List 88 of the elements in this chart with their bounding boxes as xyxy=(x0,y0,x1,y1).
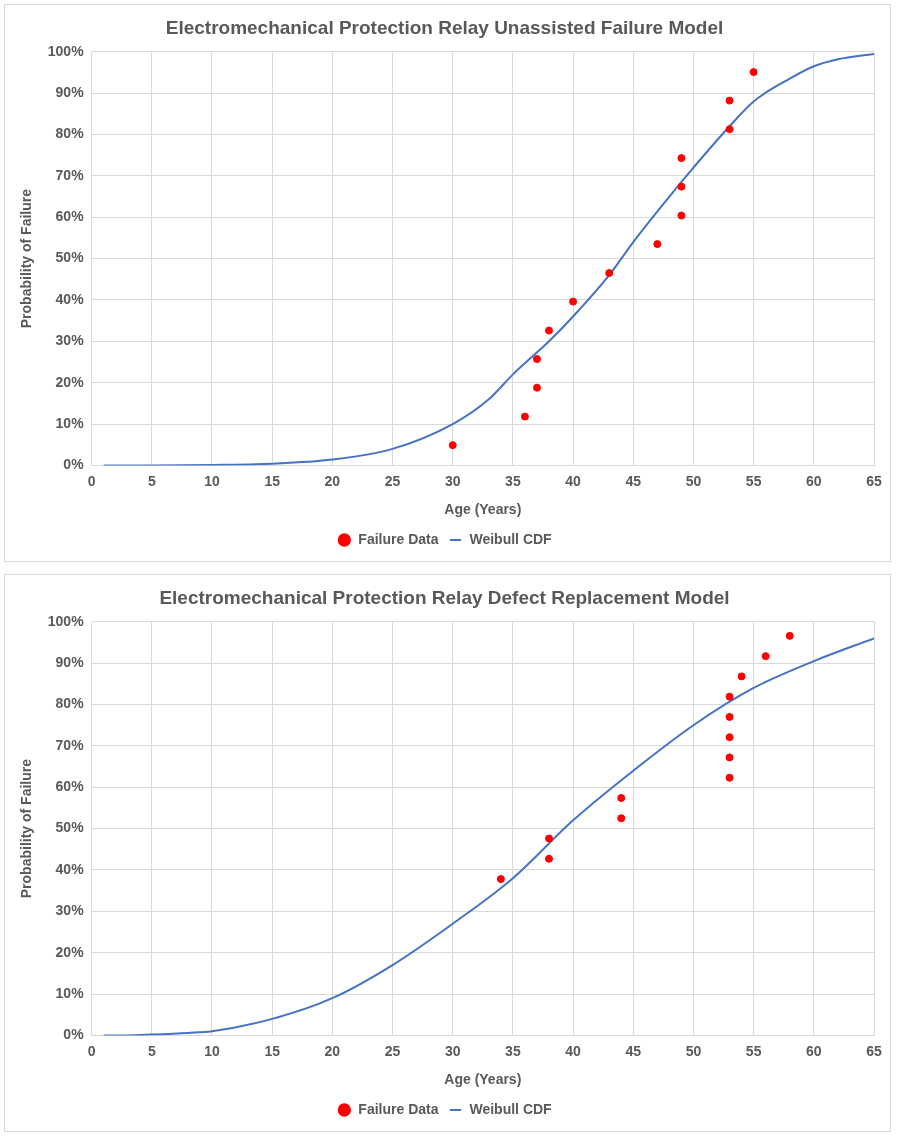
x-tick-label: 55 xyxy=(745,472,762,489)
x-tick-label: 60 xyxy=(806,1042,822,1059)
point xyxy=(725,753,734,762)
y-tick-label: 50% xyxy=(55,819,85,836)
point xyxy=(496,875,505,884)
point xyxy=(545,854,554,863)
point xyxy=(725,692,734,701)
y-tick-label: 80% xyxy=(55,695,85,712)
y-tick-label: 0% xyxy=(63,456,85,473)
x-tick-label: 55 xyxy=(745,1042,762,1059)
line-series xyxy=(102,637,874,1036)
y-tick-label: 70% xyxy=(55,736,85,753)
x-tick-label: 45 xyxy=(625,472,642,489)
y-tick-label: 10% xyxy=(55,414,85,431)
x-tick-label: 40 xyxy=(565,1042,582,1059)
legend-label: Weibull CDF xyxy=(469,1100,553,1117)
x-tick-label: 50 xyxy=(685,1042,702,1059)
x-axis-title: Age (Years) xyxy=(444,501,522,518)
point xyxy=(737,672,746,681)
y-tick-label: 60% xyxy=(55,778,85,795)
point xyxy=(569,297,578,306)
x-tick-label: 15 xyxy=(264,1042,281,1059)
point xyxy=(532,355,541,364)
y-tick-label: 80% xyxy=(55,125,85,142)
x-tick-label: 10 xyxy=(204,1042,220,1059)
x-tick-label: 30 xyxy=(444,472,461,489)
x-axis-title: Age (Years) xyxy=(444,1071,522,1088)
legend-label: Weibull CDF xyxy=(469,530,553,547)
y-tick-label: 20% xyxy=(55,373,85,390)
point xyxy=(761,652,770,661)
x-tick-label: 30 xyxy=(444,1042,461,1059)
point xyxy=(725,773,734,782)
y-tick-label: 40% xyxy=(55,290,85,307)
point xyxy=(617,814,626,823)
point xyxy=(545,326,554,335)
x-tick-label: 25 xyxy=(384,472,401,489)
y-tick-label: 40% xyxy=(55,860,85,877)
point xyxy=(532,383,541,392)
x-tick-label: 0 xyxy=(87,472,96,489)
y-tick-label: 20% xyxy=(55,943,85,960)
x-tick-label: 35 xyxy=(505,1042,521,1059)
point xyxy=(725,125,734,134)
chart-title: Electromechanical Protection Relay Defect Replacement Model xyxy=(159,586,730,608)
y-tick-label: 100% xyxy=(47,612,85,629)
y-tick-label: 50% xyxy=(55,249,85,266)
point xyxy=(677,211,686,220)
point xyxy=(545,834,554,843)
y-tick-label: 90% xyxy=(55,654,85,671)
point xyxy=(725,96,734,105)
y-axis-title: Probability of Failure xyxy=(18,188,35,329)
point xyxy=(653,240,662,249)
chart-title: Electromechanical Protection Relay Unassisted Failure Model xyxy=(165,16,724,38)
x-tick-label: 10 xyxy=(204,472,220,489)
y-tick-label: 100% xyxy=(47,42,85,59)
x-tick-label: 0 xyxy=(87,1042,96,1059)
y-tick-label: 90% xyxy=(55,84,85,101)
x-tick-label: 65 xyxy=(866,1042,882,1059)
y-tick-label: 30% xyxy=(55,902,85,919)
point xyxy=(605,269,614,278)
x-tick-label: 15 xyxy=(264,472,281,489)
x-tick-label: 60 xyxy=(806,472,822,489)
point xyxy=(725,733,734,742)
point xyxy=(617,793,626,802)
legend-label: Failure Data xyxy=(358,530,439,547)
y-tick-label: 70% xyxy=(55,166,85,183)
x-tick-label: 35 xyxy=(505,472,521,489)
point xyxy=(677,182,686,191)
y-tick-label: 0% xyxy=(63,1026,85,1043)
legend-label: Failure Data xyxy=(358,1100,439,1117)
y-tick-label: 60% xyxy=(55,208,85,225)
x-tick-label: 50 xyxy=(685,472,702,489)
x-tick-label: 20 xyxy=(324,1042,341,1059)
point xyxy=(448,441,457,450)
x-tick-label: 5 xyxy=(147,1042,156,1059)
x-tick-label: 25 xyxy=(384,1042,401,1059)
point xyxy=(725,712,734,721)
x-tick-label: 65 xyxy=(866,472,882,489)
y-axis-title: Probability of Failure xyxy=(18,758,35,899)
point xyxy=(677,154,686,163)
x-tick-label: 5 xyxy=(147,472,156,489)
point xyxy=(785,631,794,640)
point xyxy=(749,68,758,77)
x-tick-label: 20 xyxy=(324,472,341,489)
point xyxy=(520,412,529,421)
y-tick-label: 30% xyxy=(55,332,85,349)
x-tick-label: 40 xyxy=(565,472,582,489)
x-tick-label: 45 xyxy=(625,1042,642,1059)
y-tick-label: 10% xyxy=(55,984,85,1001)
